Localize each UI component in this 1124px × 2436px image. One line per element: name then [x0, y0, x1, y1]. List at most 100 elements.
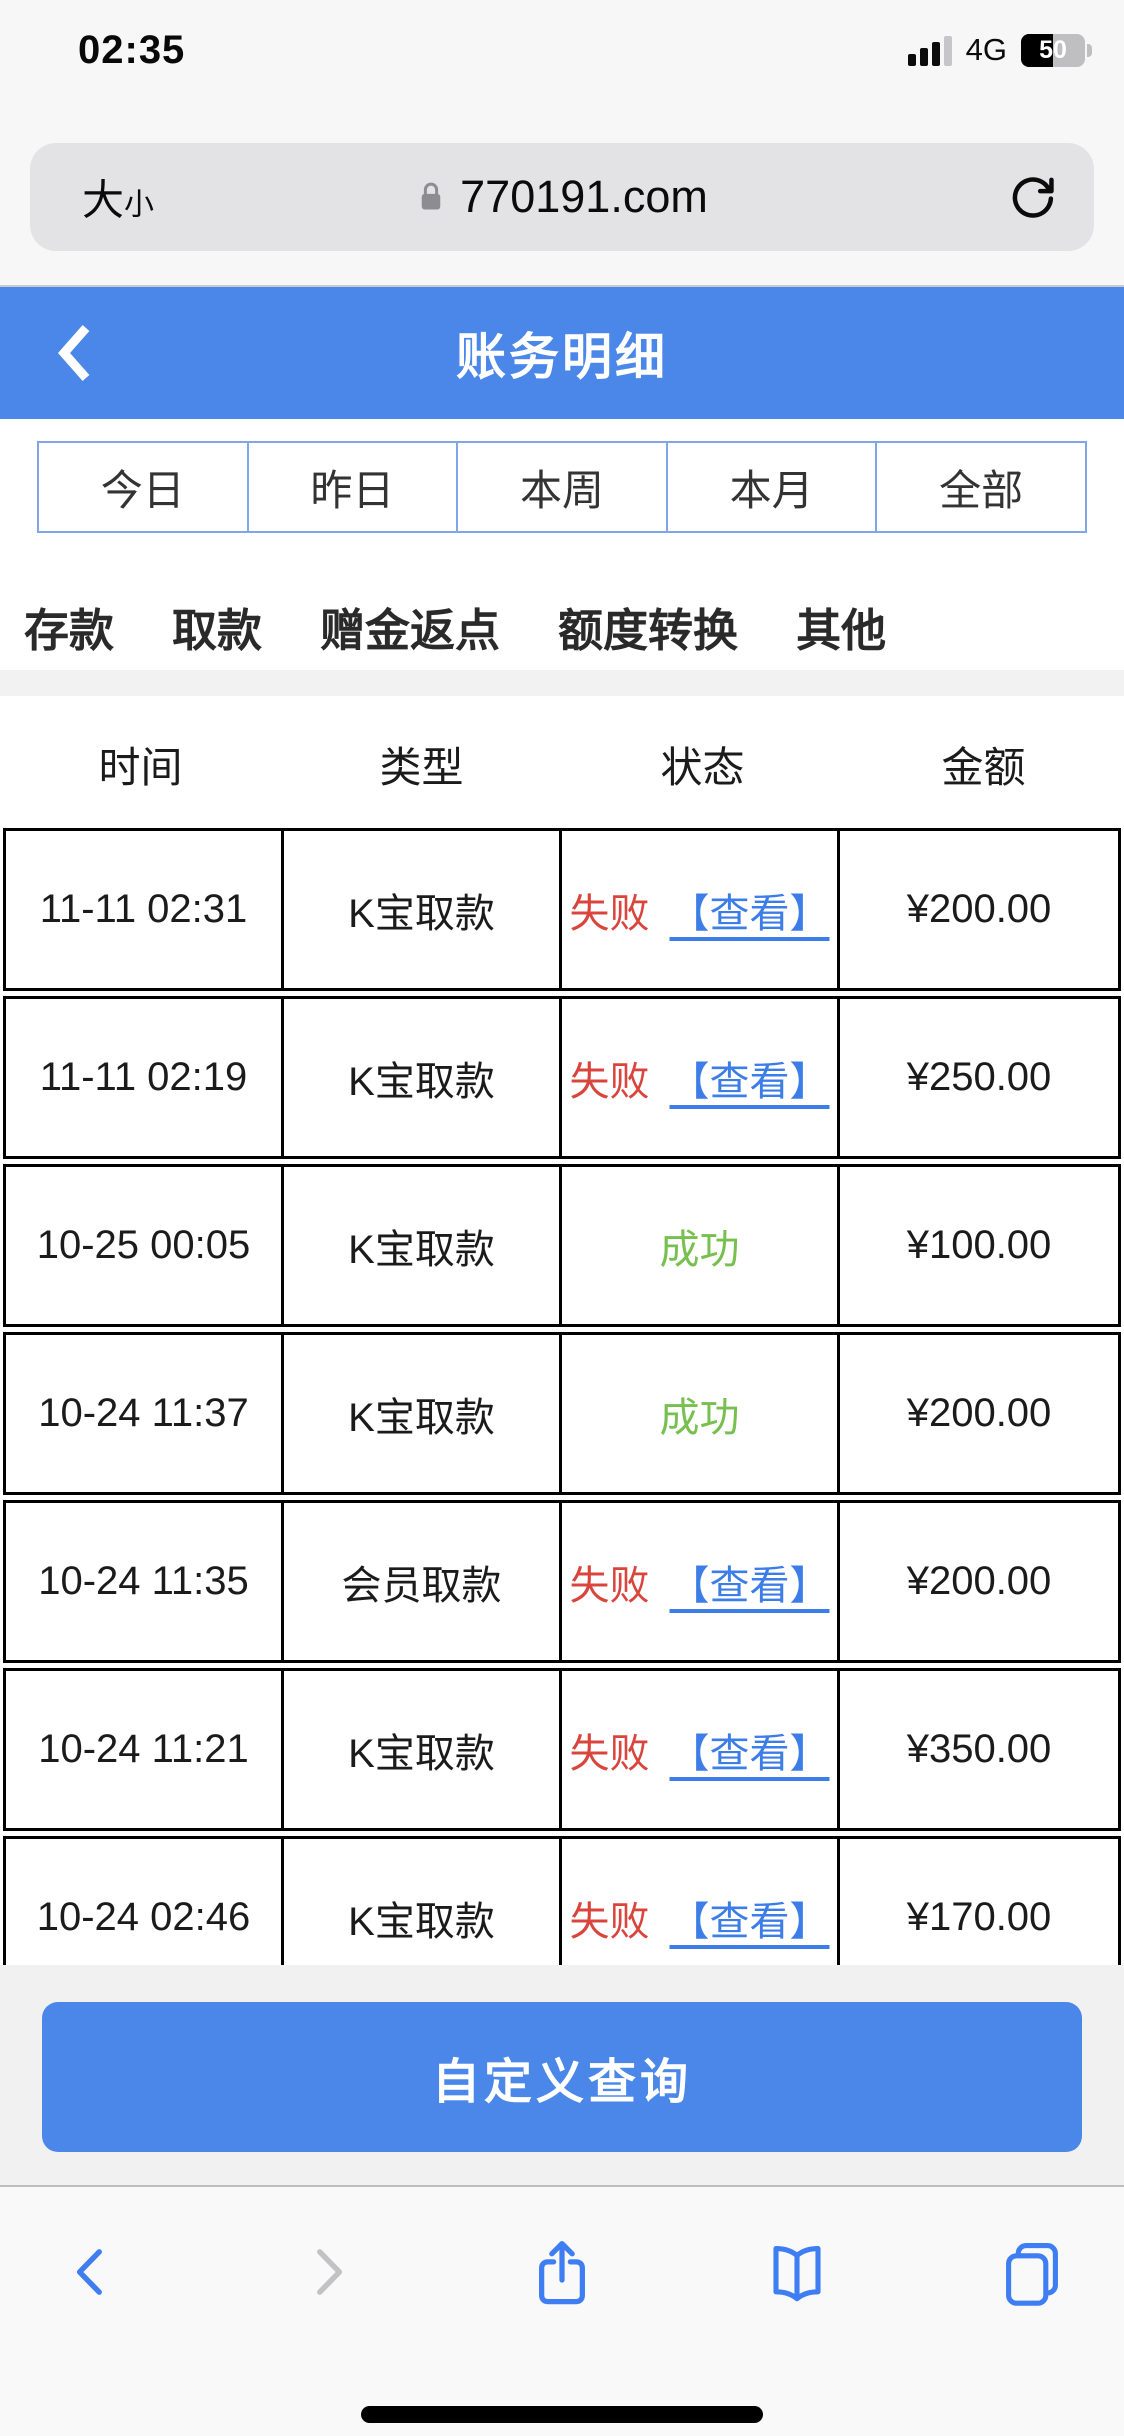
status-text: 失败	[569, 1059, 650, 1104]
chevron-right-icon	[317, 2249, 343, 2295]
view-link[interactable]: 【查看】	[669, 1059, 830, 1104]
cell-status: 失败 【查看】	[562, 1839, 840, 1996]
filter-tab-label: 其他	[796, 604, 887, 656]
cell-status: 成功	[562, 1335, 840, 1492]
status-text: 失败	[569, 891, 650, 936]
view-link[interactable]: 【查看】	[669, 891, 830, 936]
cell-time: 10-24 11:37	[6, 1335, 284, 1492]
page-header: 账务明细	[0, 287, 1124, 419]
custom-query-button[interactable]: 自定义查询	[42, 2002, 1082, 2152]
cell-type: K宝取款	[284, 1671, 562, 1828]
period-tab[interactable]: 本月	[668, 443, 878, 531]
filter-tab[interactable]: 赠金返点	[320, 594, 500, 659]
text-size-big-label: 大	[82, 176, 125, 224]
lock-icon	[421, 182, 441, 210]
cell-amount: ¥200.00	[906, 1559, 1052, 1603]
transactions-table: 11-11 02:31 K宝取款 失败 【查看】 ¥200.00 11-11 0…	[3, 828, 1121, 2004]
view-link[interactable]: 【查看】	[669, 1731, 830, 1776]
period-tab-bar: 今日 昨日 本周 本月 全部	[37, 441, 1087, 533]
status-text: 失败	[569, 1731, 650, 1776]
filter-tab[interactable]: 存款	[24, 594, 114, 659]
back-chevron-icon[interactable]	[57, 324, 91, 382]
status-text: 失败	[569, 1563, 650, 1608]
period-tab-label: 本月	[729, 466, 814, 514]
cell-type: K宝取款	[284, 1839, 562, 1996]
status-text: 成功	[659, 1227, 740, 1272]
cell-type: K宝取款	[284, 999, 562, 1156]
period-tab[interactable]: 昨日	[249, 443, 459, 531]
tabs-button[interactable]	[995, 2235, 1069, 2309]
page-title: 账务明细	[456, 329, 668, 385]
safari-top-chrome: 02:35 4G 50 大小	[0, 0, 1124, 287]
cell-status: 失败 【查看】	[562, 1671, 840, 1828]
status-bar: 02:35 4G 50	[0, 0, 1124, 100]
period-tab[interactable]: 全部	[877, 443, 1085, 531]
cell-time: 10-25 00:05	[6, 1167, 284, 1324]
column-header-amount: 金额	[941, 743, 1026, 791]
cell-amount: ¥170.00	[906, 1895, 1052, 1939]
filter-tab[interactable]: 额度转换	[558, 594, 738, 659]
network-type-label: 4G	[965, 32, 1007, 67]
section-divider	[0, 670, 1124, 696]
status-text: 成功	[659, 1395, 740, 1440]
browser-back-button[interactable]	[55, 2235, 129, 2309]
share-icon	[539, 2241, 585, 2305]
status-indicators: 4G 50	[907, 0, 1098, 100]
cell-type: K宝取款	[284, 1335, 562, 1492]
cell-type: K宝取款	[284, 831, 562, 988]
safari-bottom-toolbar	[0, 2185, 1124, 2436]
tabs-icon	[1006, 2243, 1058, 2306]
column-header-status: 状态	[660, 743, 745, 791]
period-tab-label: 昨日	[310, 466, 395, 514]
cell-status: 失败 【查看】	[562, 831, 840, 988]
column-header-time: 时间	[98, 743, 183, 791]
cell-time: 10-24 02:46	[6, 1839, 284, 1996]
view-link[interactable]: 【查看】	[669, 1899, 830, 1944]
reload-icon[interactable]	[1006, 170, 1060, 224]
table-row: 10-24 11:35 会员取款 失败 【查看】 ¥200.00	[3, 1500, 1121, 1663]
home-indicator[interactable]	[361, 2406, 763, 2423]
filter-tab[interactable]: 取款	[172, 594, 262, 659]
cell-type: 会员取款	[284, 1503, 562, 1660]
cell-amount: ¥200.00	[906, 1391, 1052, 1435]
battery-icon: 50	[1021, 33, 1092, 67]
filter-tab[interactable]: 其他	[796, 594, 886, 659]
view-link[interactable]: 【查看】	[669, 1563, 830, 1608]
table-row: 11-11 02:19 K宝取款 失败 【查看】 ¥250.00	[3, 996, 1121, 1159]
share-button[interactable]	[525, 2235, 599, 2309]
table-row: 11-11 02:31 K宝取款 失败 【查看】 ¥200.00	[3, 828, 1121, 991]
period-tab-label: 全部	[939, 466, 1024, 514]
book-icon	[773, 2246, 821, 2302]
url-bar[interactable]: 大小 770191.com	[30, 143, 1094, 251]
column-header-type: 类型	[379, 743, 464, 791]
battery-percent: 50	[1039, 35, 1067, 64]
filter-tab-label: 取款	[172, 604, 263, 656]
cell-time: 10-24 11:21	[6, 1671, 284, 1828]
cell-time: 11-11 02:19	[6, 999, 284, 1156]
period-tab[interactable]: 本周	[458, 443, 668, 531]
filter-tab-label: 额度转换	[558, 604, 739, 656]
period-tab-label: 本周	[519, 466, 604, 514]
status-text: 失败	[569, 1899, 650, 1944]
cell-status: 成功	[562, 1167, 840, 1324]
period-tab-label: 今日	[100, 466, 185, 514]
table-header-row: 时间 类型 状态 金额	[0, 700, 1124, 828]
page-footer: 自定义查询	[0, 1965, 1124, 2185]
cell-amount: ¥200.00	[906, 887, 1052, 931]
browser-forward-button[interactable]	[290, 2235, 364, 2309]
cell-time: 11-11 02:31	[6, 831, 284, 988]
url-display: 770191.com	[30, 143, 1094, 251]
period-tab[interactable]: 今日	[39, 443, 249, 531]
cell-status: 失败 【查看】	[562, 999, 840, 1156]
table-row: 10-24 11:37 K宝取款 成功 ¥200.00	[3, 1332, 1121, 1495]
table-row: 10-24 11:21 K宝取款 失败 【查看】 ¥350.00	[3, 1668, 1121, 1831]
cell-amount: ¥350.00	[906, 1727, 1052, 1771]
cell-time: 10-24 11:35	[6, 1503, 284, 1660]
filter-tab-label: 存款	[24, 604, 115, 656]
text-size-control[interactable]: 大小	[82, 167, 154, 228]
cell-amount: ¥100.00	[906, 1223, 1052, 1267]
bookmarks-button[interactable]	[760, 2235, 834, 2309]
chevron-left-icon	[76, 2249, 102, 2295]
status-time: 02:35	[78, 28, 186, 72]
